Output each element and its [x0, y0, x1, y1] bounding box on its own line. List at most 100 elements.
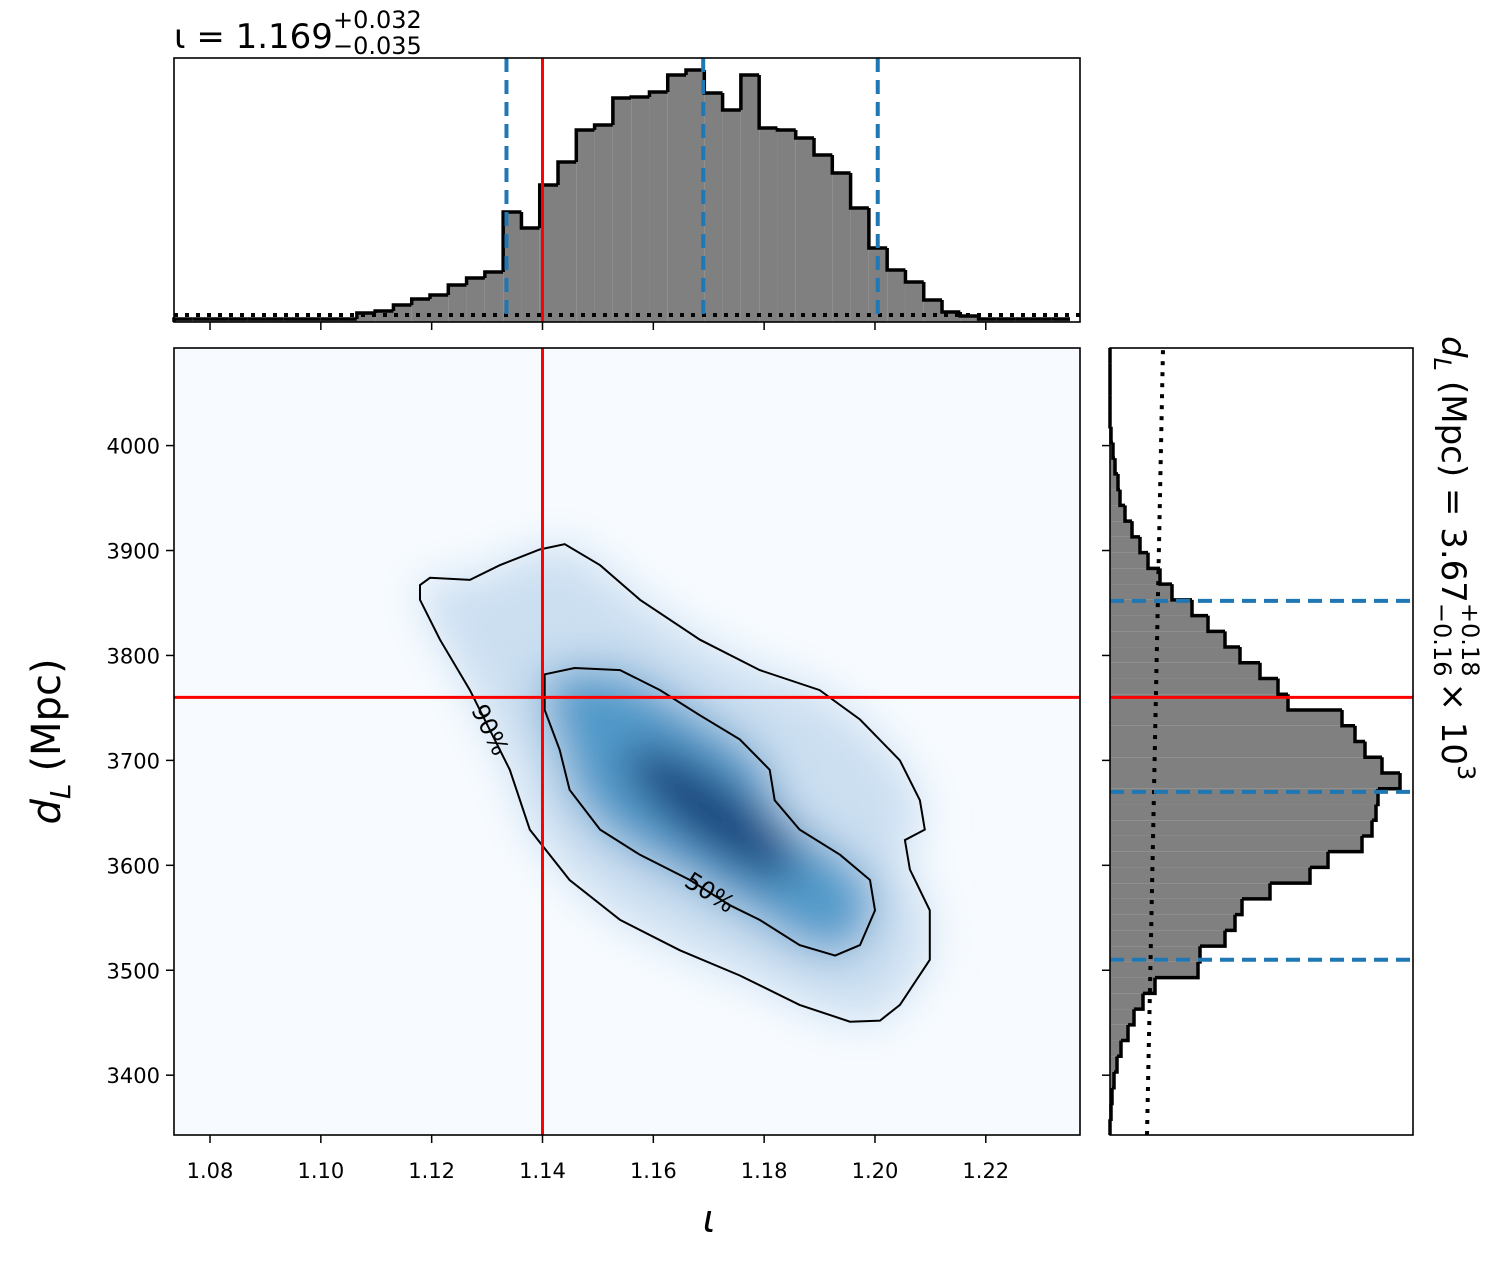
histogram-step [1123, 505, 1132, 523]
histogram-step [1276, 678, 1288, 697]
histogram-step [1223, 631, 1240, 649]
histogram-bar [1110, 568, 1160, 585]
histogram-step [1380, 757, 1400, 775]
title-text: ι = 1.169 [174, 17, 333, 57]
histogram-bar [1110, 1072, 1114, 1088]
histogram-bar [1110, 961, 1198, 978]
y-label-symbol: d [24, 799, 70, 825]
y-label-subscript: L [44, 784, 77, 800]
histogram-step [1143, 977, 1157, 996]
density-panel: 90%50% [174, 348, 1080, 1135]
histogram-step [1310, 851, 1330, 870]
density-core [624, 745, 799, 880]
histogram-step [1372, 804, 1378, 822]
histogram-step [921, 282, 943, 302]
histogram-step [684, 68, 705, 75]
histogram-step [720, 93, 741, 112]
histogram-bar [905, 282, 924, 322]
histogram-step [1258, 662, 1278, 681]
histogram-bar [1110, 647, 1240, 663]
histogram-bar [1110, 867, 1310, 884]
histogram-bar [740, 75, 760, 322]
histogram-bar [1110, 914, 1235, 931]
histogram-bar [1110, 521, 1132, 537]
histogram-bar [1110, 725, 1355, 742]
label-lower: −0.16 [1428, 603, 1456, 677]
axes-frame [1109, 347, 1414, 1136]
histogram-bar [923, 300, 943, 322]
histogram-step [848, 173, 869, 210]
label-subscript: L [1428, 358, 1456, 371]
x-tick-label: 1.08 [187, 1159, 234, 1183]
histogram-step [428, 293, 449, 299]
histogram-bar [1110, 536, 1140, 553]
histogram-step [1138, 536, 1148, 555]
histogram-bar [1110, 710, 1342, 726]
histogram-step [793, 130, 815, 140]
histogram-bar [667, 75, 687, 322]
histogram-bar [411, 299, 431, 322]
histogram-bar [393, 305, 412, 322]
histogram-bar [777, 130, 796, 322]
histogram-bar [1110, 458, 1115, 474]
histogram-bar [356, 313, 376, 322]
histogram-bar [558, 162, 577, 322]
x-tick-label: 1.14 [519, 1159, 566, 1183]
histogram-bar [1110, 631, 1225, 648]
histogram-step [1353, 725, 1365, 744]
histogram-step [1114, 1056, 1119, 1074]
histogram-step [1235, 898, 1244, 917]
histogram-bar [795, 138, 815, 322]
histogram-bar [1110, 757, 1382, 773]
histogram-step [1225, 914, 1237, 933]
x-tick-label: 1.18 [741, 1159, 788, 1183]
histogram-bar [1110, 898, 1242, 915]
histogram-step [446, 283, 467, 295]
histogram-bar [1110, 473, 1118, 490]
histogram-step [1206, 615, 1225, 634]
histogram-bar [631, 97, 650, 322]
y-tick-label: 4000 [107, 435, 160, 459]
histogram-step [1286, 694, 1342, 712]
histogram-bar [1110, 615, 1208, 632]
histogram-step [519, 212, 540, 230]
histogram-step [391, 303, 412, 311]
histogram-bar [1110, 851, 1328, 868]
density-shading [420, 544, 930, 1022]
histogram-bar [686, 70, 705, 322]
x-tick-label: 1.10 [297, 1159, 344, 1183]
histogram-bar [1110, 599, 1192, 616]
histogram-step [1340, 710, 1355, 728]
histogram-step [940, 300, 961, 314]
histogram-bar [832, 173, 851, 322]
histogram-step [885, 248, 906, 272]
histogram-step [830, 155, 851, 175]
histogram-bar [1110, 552, 1148, 569]
histogram-bar [1110, 1056, 1117, 1073]
label-exponent: 3 [1452, 765, 1480, 780]
histogram-bar [1110, 977, 1155, 994]
histogram-step [1112, 1072, 1116, 1090]
histogram-step [1362, 820, 1374, 838]
histogram-step [574, 128, 595, 162]
histogram-step [1110, 1087, 1114, 1106]
histogram-step [1376, 788, 1380, 807]
histogram-bar [539, 185, 559, 322]
x-tick-label: 1.22 [962, 1159, 1009, 1183]
histogram-bar [1110, 804, 1376, 821]
histogram-step [464, 276, 485, 285]
histogram-bar [704, 93, 723, 322]
y-tick-label: 3600 [107, 854, 160, 878]
axes-frame [173, 57, 1081, 323]
histogram-bar [1110, 489, 1120, 506]
contour-line [543, 666, 877, 957]
axes-frame [173, 347, 1081, 1136]
histogram-bar [887, 270, 906, 322]
histogram-step [483, 270, 504, 278]
histogram-bar [1110, 835, 1362, 852]
histogram-step [1130, 521, 1140, 539]
x-tick-label: 1.16 [630, 1159, 677, 1183]
histogram-bar [1110, 662, 1260, 679]
histogram-bar [576, 130, 595, 322]
